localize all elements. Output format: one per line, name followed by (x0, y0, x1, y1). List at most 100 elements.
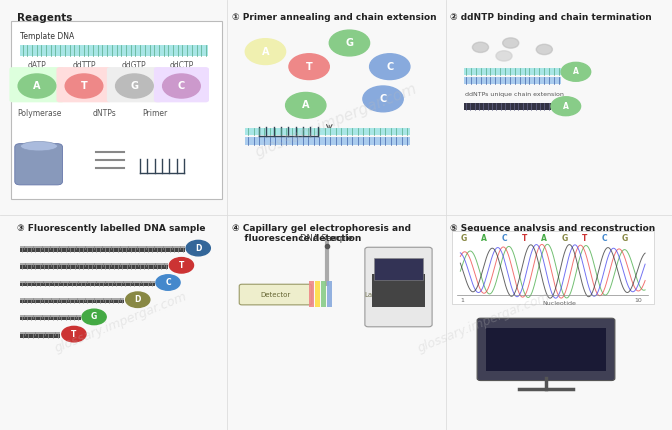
Text: D: D (195, 244, 202, 252)
Bar (20, 332, 60, 335)
Text: T: T (81, 81, 87, 91)
Circle shape (472, 42, 489, 52)
Bar (20, 300, 124, 303)
Text: G: G (345, 38, 353, 48)
Bar (20, 334, 60, 338)
Text: G: G (622, 234, 628, 243)
Bar (245, 137, 410, 145)
Bar (321, 281, 326, 307)
Text: T: T (582, 234, 587, 243)
Circle shape (169, 258, 194, 273)
Bar (464, 103, 551, 110)
Circle shape (156, 275, 180, 290)
Bar (486, 328, 606, 371)
Text: ③ Fluorescently labelled DNA sample: ③ Fluorescently labelled DNA sample (17, 224, 206, 233)
Text: C: C (386, 61, 393, 72)
Text: A: A (573, 68, 579, 76)
Ellipse shape (20, 141, 58, 151)
Text: G: G (561, 234, 568, 243)
Circle shape (370, 54, 410, 80)
Circle shape (245, 39, 286, 64)
FancyBboxPatch shape (11, 21, 222, 199)
Circle shape (126, 292, 150, 307)
Circle shape (363, 86, 403, 112)
Text: Nucleotide: Nucleotide (542, 301, 577, 306)
Bar (20, 264, 168, 266)
Text: Reagents: Reagents (17, 13, 72, 23)
Circle shape (116, 74, 153, 98)
Circle shape (286, 92, 326, 118)
Text: ④ Capillary gel electrophoresis and
    fluorescence detection: ④ Capillary gel electrophoresis and fluo… (232, 224, 411, 243)
Circle shape (62, 326, 86, 342)
Bar (20, 265, 168, 269)
Text: A: A (481, 234, 487, 243)
Bar (327, 281, 332, 307)
Circle shape (163, 74, 200, 98)
Text: C: C (602, 234, 607, 243)
Text: G: G (460, 234, 467, 243)
Text: ⑤ Sequence analysis and reconstruction: ⑤ Sequence analysis and reconstruction (450, 224, 655, 233)
Text: Template DNA: Template DNA (20, 32, 75, 41)
Text: dATP: dATP (28, 61, 46, 70)
Text: T: T (71, 330, 77, 338)
Text: 10: 10 (634, 298, 642, 303)
FancyBboxPatch shape (154, 67, 209, 102)
Text: glossary.impergar.com: glossary.impergar.com (253, 81, 419, 160)
Bar (374, 258, 423, 280)
FancyBboxPatch shape (107, 67, 162, 102)
Bar (464, 68, 561, 75)
Text: C: C (501, 234, 507, 243)
Bar (20, 283, 155, 286)
Text: G: G (130, 81, 138, 91)
FancyBboxPatch shape (452, 231, 654, 304)
Bar (20, 246, 185, 249)
Text: 1: 1 (460, 298, 464, 303)
Text: ① Primer annealing and chain extension: ① Primer annealing and chain extension (232, 13, 437, 22)
Bar (20, 317, 81, 320)
Circle shape (496, 51, 512, 61)
Text: glossary.impergar.com: glossary.impergar.com (416, 290, 552, 355)
FancyBboxPatch shape (365, 247, 432, 327)
Bar (20, 298, 124, 301)
FancyBboxPatch shape (239, 284, 312, 305)
Circle shape (186, 240, 210, 256)
Text: ddCTP: ddCTP (169, 61, 194, 70)
Circle shape (82, 309, 106, 325)
Bar (20, 281, 155, 283)
Text: DNA Sample: DNA Sample (300, 234, 352, 243)
Bar (372, 273, 425, 307)
Bar (315, 281, 320, 307)
FancyBboxPatch shape (56, 67, 112, 102)
Text: dNTPs: dNTPs (92, 109, 116, 118)
Text: Primer: Primer (142, 109, 167, 118)
Circle shape (536, 44, 552, 55)
Text: glossary.impergar.com: glossary.impergar.com (53, 290, 189, 355)
Bar (309, 281, 314, 307)
Bar (20, 315, 81, 318)
Text: Detector: Detector (260, 292, 291, 298)
Text: ddNTPs unique chain extension: ddNTPs unique chain extension (465, 92, 564, 97)
Text: T: T (306, 61, 312, 72)
Text: T: T (179, 261, 184, 270)
Text: A: A (542, 234, 547, 243)
Circle shape (289, 54, 329, 80)
Text: ② ddNTP binding and chain termination: ② ddNTP binding and chain termination (450, 13, 652, 22)
Bar (20, 45, 208, 56)
Text: ddTTP: ddTTP (73, 61, 95, 70)
FancyBboxPatch shape (477, 318, 615, 381)
Text: C: C (380, 94, 386, 104)
Circle shape (503, 38, 519, 48)
Circle shape (329, 30, 370, 56)
Circle shape (551, 97, 581, 116)
Bar (20, 248, 185, 252)
FancyBboxPatch shape (9, 67, 65, 102)
Text: ddGTP: ddGTP (122, 61, 146, 70)
Bar (464, 77, 561, 84)
Text: T: T (521, 234, 527, 243)
Bar (245, 128, 410, 135)
Text: A: A (261, 46, 269, 57)
Text: A: A (563, 102, 569, 111)
Text: Polymerase: Polymerase (17, 109, 61, 118)
Circle shape (18, 74, 56, 98)
Text: C: C (178, 81, 185, 91)
